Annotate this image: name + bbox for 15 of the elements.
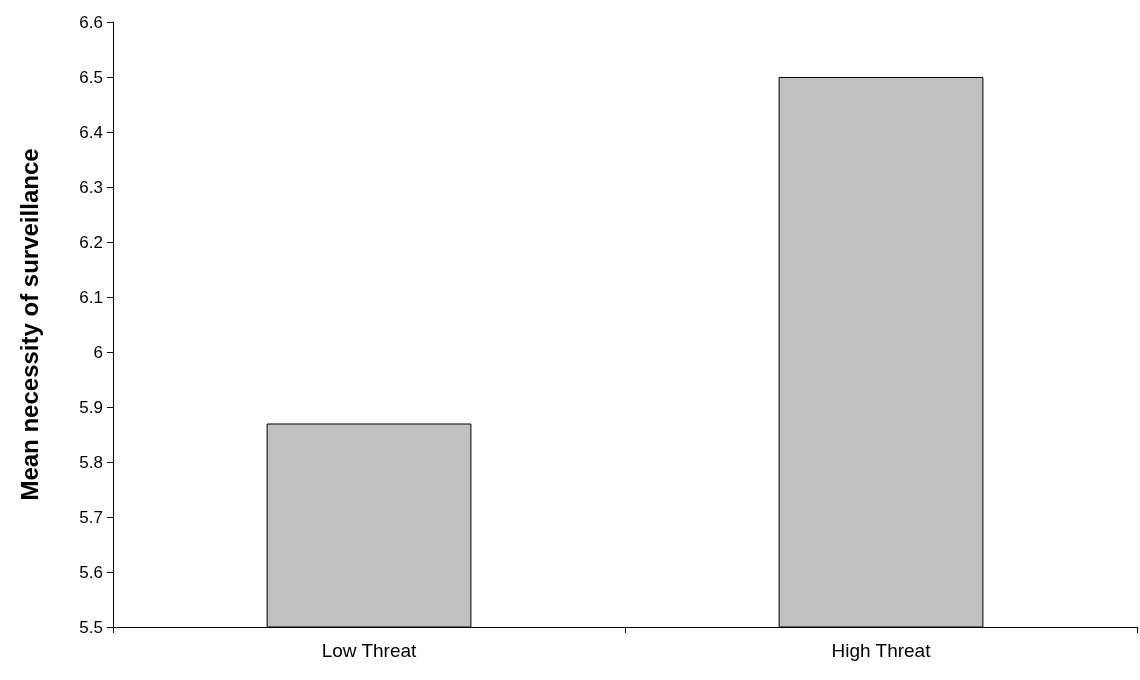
y-tick-label: 6.3	[79, 177, 103, 197]
x-tick-label: Low Threat	[321, 640, 418, 661]
y-tick-label: 5.5	[79, 617, 103, 637]
y-tick-label: 6.4	[79, 122, 103, 142]
y-tick-label: 6.6	[79, 12, 103, 32]
y-tick-label: 6.5	[79, 67, 103, 87]
x-tick-label: High Threat	[831, 640, 932, 661]
y-tick-label: 5.7	[79, 507, 103, 527]
y-tick-label: 5.8	[79, 452, 103, 472]
y-axis-title: Mean necessity of surveillance	[15, 148, 43, 501]
y-tick-label: 5.9	[79, 397, 103, 417]
y-tick-label: 5.6	[79, 562, 103, 582]
y-tick-label: 6.2	[79, 232, 103, 252]
y-tick-label: 6.1	[79, 287, 103, 307]
y-tick-label: 6	[93, 342, 103, 362]
